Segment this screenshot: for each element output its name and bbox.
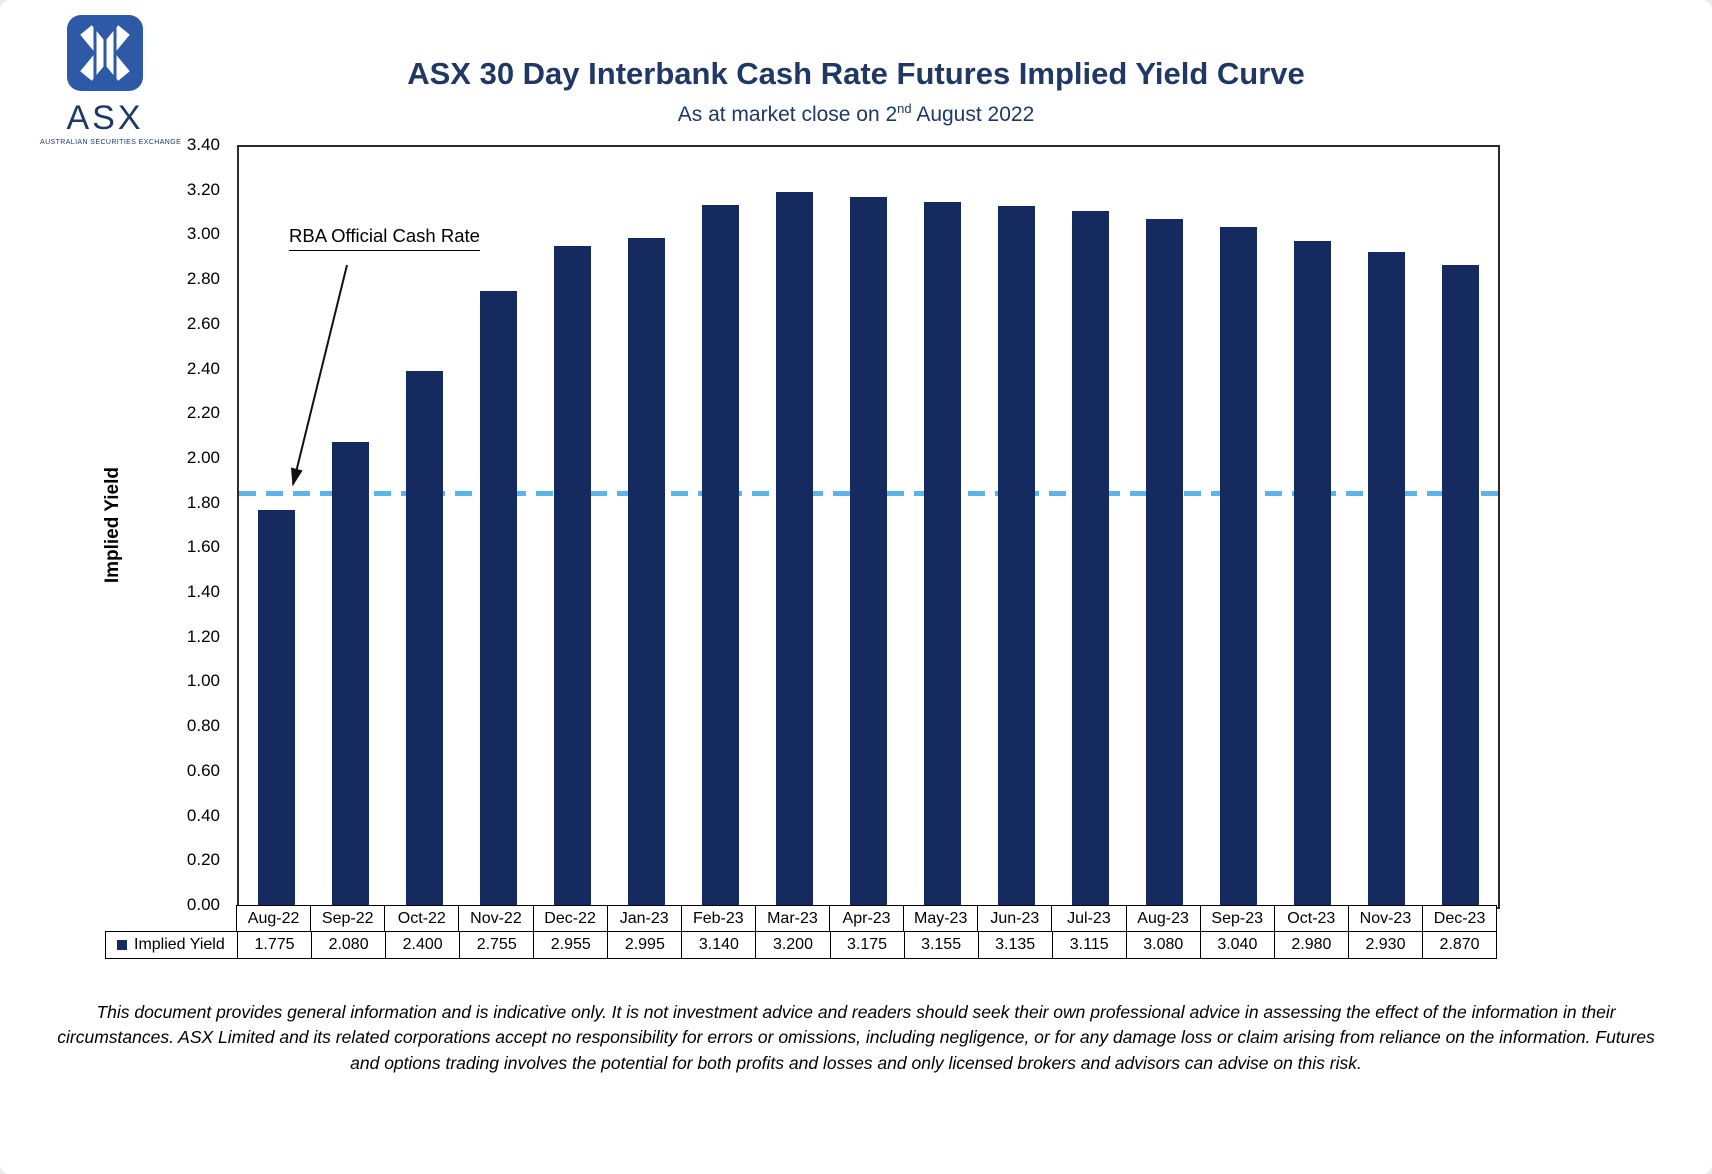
subtitle-superscript: nd (897, 101, 912, 116)
y-tick-label: 3.40 (186, 135, 220, 154)
y-tick-label: 2.00 (186, 447, 220, 467)
bar-Mar-23 (775, 191, 813, 907)
disclaimer-text: This document provides general informati… (57, 1002, 1655, 1073)
value-cell-May-23: 3.155 (903, 931, 979, 959)
value-cell-Dec-23: 2.870 (1422, 931, 1498, 959)
y-axis-ticks: 3.40 3.20 3.00 2.80 2.60 2.40 2.20 2.00 1.80 1.60… (148, 136, 228, 914)
bar-Oct-23 (1294, 240, 1332, 907)
y-tick-label: 0.20 (186, 850, 220, 870)
month-cell-Jan-23: Jan-23 (606, 905, 682, 932)
y-tick-label: 1.00 (186, 671, 220, 691)
bar-Apr-23 (850, 197, 887, 907)
y-tick-label: 2.60 (186, 313, 220, 333)
value-cell-Jun-23: 3.135 (977, 931, 1053, 959)
x-table: Aug-22 Sep-22 Oct-22 Nov-22 Dec-22 Jan-23 Feb-… (105, 905, 1498, 959)
subtitle-prefix: As at market close on 2 (677, 103, 898, 126)
value-cell-Nov-23: 2.930 (1347, 931, 1423, 959)
month-cell-Aug-23: Aug-23 (1125, 905, 1201, 932)
value-cell-Sep-23: 3.040 (1199, 931, 1275, 959)
value-cell-Aug-22: 1.775 (237, 931, 313, 959)
bar-Sep-22 (331, 442, 369, 907)
month-cell-Jul-23: Jul-23 (1051, 905, 1127, 932)
bar-Feb-23 (701, 205, 739, 907)
asx-logo-text: ASX (66, 99, 144, 137)
bar-Aug-22 (257, 510, 295, 907)
bar-Sep-23 (1220, 227, 1258, 907)
y-tick-label: 2.40 (186, 358, 220, 378)
y-tick-label: 3.00 (186, 224, 220, 244)
y-tick-label: 0.00 (186, 895, 220, 914)
value-cell-Aug-23: 3.080 (1125, 931, 1201, 959)
legend-swatch-icon (117, 940, 127, 950)
page-subtitle: As at market close on 2nd August 2022 (0, 101, 1712, 127)
y-axis-title-text: Implied Yield (102, 466, 123, 584)
month-cell-Jun-23: Jun-23 (977, 905, 1053, 932)
asx-logo: ASX AUSTRALIAN SECURITIES EXCHANGE (40, 14, 182, 146)
bar-Jun-23 (998, 206, 1036, 907)
y-tick-label: 1.40 (186, 582, 220, 602)
bar-Nov-22 (479, 291, 517, 907)
y-tick-label: 0.40 (186, 805, 220, 825)
month-cell-Nov-23: Nov-23 (1347, 905, 1423, 932)
asx-logo-icon (67, 15, 143, 91)
month-cell-Oct-23: Oct-23 (1273, 905, 1349, 932)
month-header-row: Aug-22 Sep-22 Oct-22 Nov-22 Dec-22 Jan-23 Feb-… (105, 905, 1498, 932)
y-tick-label: 2.20 (186, 403, 220, 423)
month-cell-Dec-23: Dec-23 (1422, 905, 1498, 932)
bar-Aug-23 (1146, 218, 1184, 907)
value-cell-Apr-23: 3.175 (829, 931, 905, 959)
month-cell-Oct-22: Oct-22 (384, 905, 460, 932)
plot-area: RBA Official Cash Rate (237, 145, 1500, 909)
y-tick-label: 0.60 (186, 760, 220, 780)
value-cell-Nov-22: 2.755 (459, 931, 535, 959)
month-cell-Nov-22: Nov-22 (458, 905, 534, 932)
legend-cell: Implied Yield (105, 931, 238, 959)
month-cell-Sep-23: Sep-23 (1199, 905, 1275, 932)
bar-Dec-23 (1442, 265, 1480, 907)
y-tick-label: 1.60 (186, 537, 220, 557)
bar-Dec-22 (553, 246, 591, 907)
month-cell-Apr-23: Apr-23 (829, 905, 905, 932)
subtitle-suffix: August 2022 (911, 103, 1035, 126)
bar-Jul-23 (1072, 210, 1110, 907)
value-cell-Oct-23: 2.980 (1273, 931, 1349, 959)
value-cell-Jan-23: 2.995 (607, 931, 683, 959)
bar-Oct-22 (405, 370, 443, 907)
asx-logo-tagline: AUSTRALIAN SECURITIES EXCHANGE (40, 139, 182, 146)
month-cell-Feb-23: Feb-23 (680, 905, 756, 932)
value-cell-Mar-23: 3.200 (755, 931, 831, 959)
bar-Jan-23 (627, 237, 665, 907)
y-tick-label: 1.80 (186, 492, 220, 512)
value-cell-Dec-22: 2.955 (533, 931, 609, 959)
legend-label: Implied Yield (134, 936, 225, 953)
month-cell-Sep-22: Sep-22 (310, 905, 386, 932)
month-cell-May-23: May-23 (903, 905, 979, 932)
y-tick-label: 3.20 (186, 179, 220, 199)
y-tick-label: 0.80 (186, 716, 220, 736)
value-cell-Oct-22: 2.400 (385, 931, 461, 959)
bar-May-23 (924, 201, 962, 907)
value-cell-Sep-22: 2.080 (311, 931, 387, 959)
y-tick-label: 2.80 (186, 269, 220, 289)
page-title: ASX 30 Day Interbank Cash Rate Futures I… (407, 56, 1305, 91)
y-axis-title: Implied Yield (102, 145, 124, 905)
bar-Nov-23 (1368, 252, 1406, 907)
value-cell-Feb-23: 3.140 (681, 931, 757, 959)
month-cell-Aug-22: Aug-22 (236, 905, 312, 932)
y-tick-label: 1.20 (186, 626, 220, 646)
month-cell-Dec-22: Dec-22 (532, 905, 608, 932)
value-cell-Jul-23: 3.115 (1051, 931, 1127, 959)
table-spacer (105, 905, 237, 932)
month-cell-Mar-23: Mar-23 (754, 905, 830, 932)
value-row: Implied Yield 1.775 2.080 2.400 2.755 2.955 2.… (105, 931, 1498, 959)
rba-cash-rate-annotation: RBA Official Cash Rate (289, 225, 480, 251)
